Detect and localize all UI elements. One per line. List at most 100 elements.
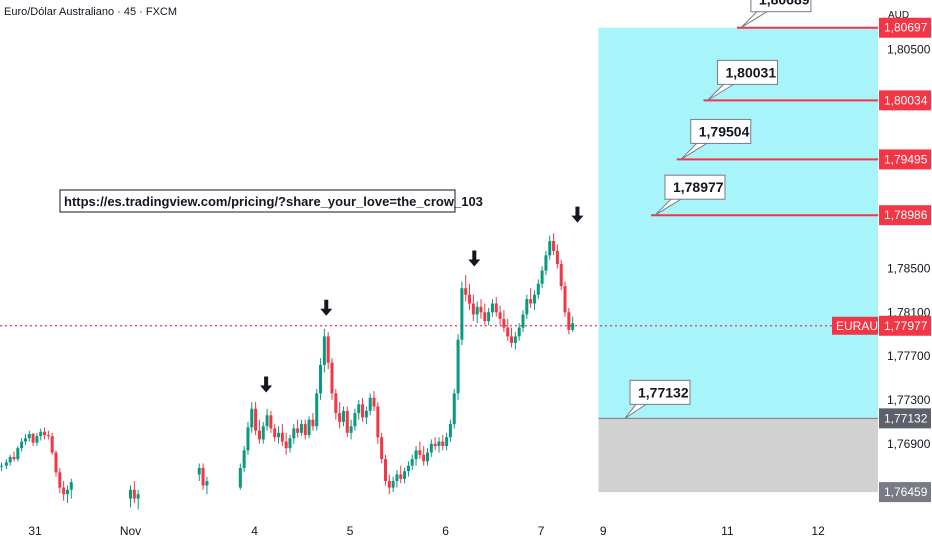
callout-pointer [707,83,734,101]
candle [353,408,357,431]
candle [563,281,567,317]
callout-label: 1,80689 [759,0,810,8]
x-tick-label: 6 [442,524,449,538]
callout-box [750,0,812,13]
candle [277,426,281,444]
candle-body [418,450,422,455]
candle-body [246,427,250,451]
candle-body [20,441,24,449]
candle-body [376,406,380,438]
candle [456,334,460,400]
candle-body [487,312,491,322]
candle [487,307,491,326]
candle [269,410,273,433]
candle-body [288,438,292,449]
candle [364,406,368,425]
candle [506,318,510,341]
candle [483,303,487,326]
candle [490,299,494,317]
candle [315,388,319,431]
candle-body [27,433,31,439]
down-arrow-icon [260,376,273,393]
target-lines [650,26,878,217]
candle [349,419,353,440]
candle [27,430,31,442]
price-tag-label: 1,80034 [884,93,928,107]
price-tag [879,205,931,226]
down-arrow-icon [320,299,333,316]
target-callout: 1,79504 [680,118,752,160]
candle [437,437,441,453]
candle-body [395,474,399,482]
candle [441,435,445,451]
candle-body [513,336,517,343]
x-tick-label: 9 [600,524,607,538]
candle [69,478,73,499]
price-axis: 1,805001,785001,781001,777001,773001,769… [832,17,931,503]
candle-body [31,433,35,443]
candle [280,424,284,446]
price-tag-label: 1,76459 [884,485,928,499]
candle-body [414,450,418,460]
candle [552,233,556,256]
candle [246,421,250,455]
candle-body [529,299,533,304]
x-tick-label: 7 [538,524,545,538]
candle [555,244,559,269]
x-tick-label: 11 [721,524,734,538]
candle [479,299,483,319]
candle [406,461,410,477]
candle-body [284,441,288,449]
price-callouts: 1,80689 1,80031 1,79504 1,78977 1,77132 [624,0,812,419]
candle-body [265,415,269,427]
candle-body [437,441,441,446]
candle [296,419,300,438]
candle-body [548,241,552,256]
candle-body [544,255,548,271]
candle-body [69,482,73,490]
candle-body [445,437,449,446]
candle [43,427,47,440]
y-tick-label: 1,78500 [887,261,931,275]
candle [521,310,525,333]
candle [330,358,334,400]
candle [502,310,506,333]
candle [284,432,288,455]
currency-label: AUD [888,10,909,21]
candle [35,432,39,446]
price-tag-label: 1,77132 [884,411,928,425]
x-tick-label: Nov [120,524,141,538]
candle-body [464,288,468,295]
callout-box [629,379,691,405]
candle [426,448,430,466]
price-tag-label: 1,79495 [884,152,928,166]
candle-body [380,437,384,460]
candle [517,323,521,341]
candle-body [273,428,277,438]
candle [391,476,395,492]
candle-body [353,413,357,427]
candle-body [197,467,201,475]
candle [532,290,536,311]
candle [265,408,269,431]
candle-body [54,452,58,473]
candle-body [563,285,567,313]
candle-body [39,431,43,437]
candle-body [315,393,319,427]
price-tag-label: 1,80697 [884,21,928,35]
candle [299,419,303,437]
candle-body [46,435,50,437]
candle [475,301,479,324]
candle-body [4,462,8,466]
candle [368,393,372,416]
candle-body [361,404,365,418]
candle [387,474,391,495]
candle-body [349,426,353,433]
candle-body [201,467,205,486]
arrow-markers [260,206,584,393]
candle-body [277,432,281,438]
candle [448,419,452,442]
candle-body [555,250,559,265]
candle-body [552,241,556,251]
